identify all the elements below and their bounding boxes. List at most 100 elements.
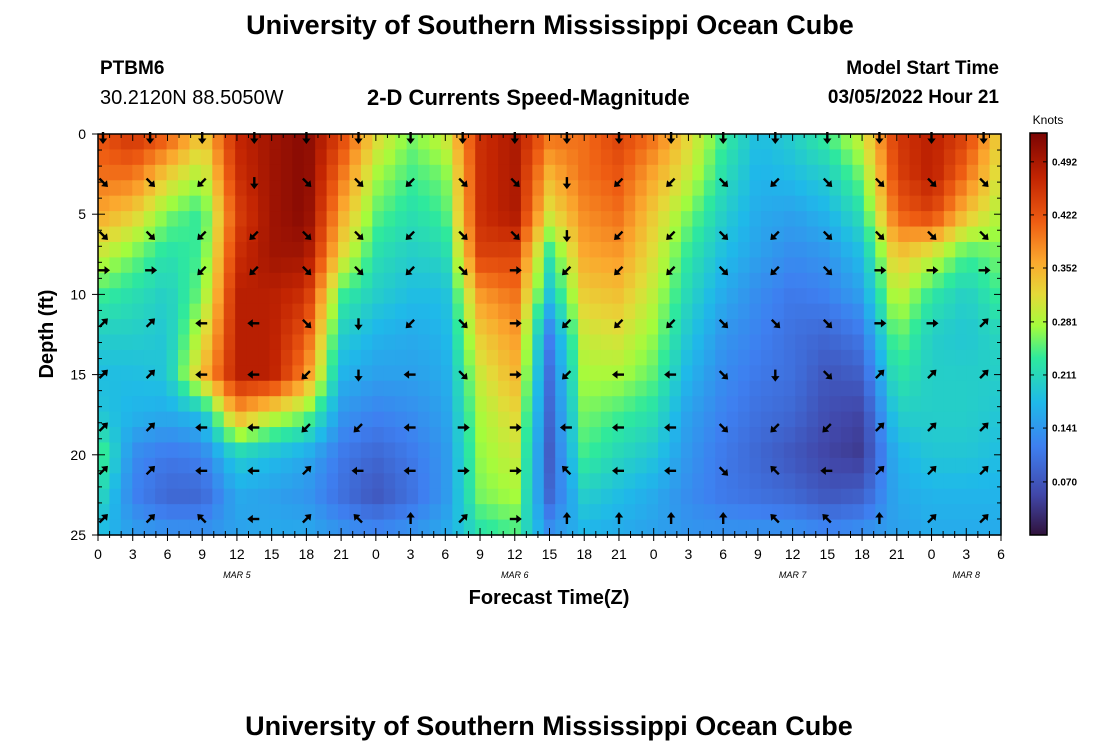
- heatmap-cell: [680, 164, 693, 181]
- heatmap-cell: [223, 334, 236, 351]
- heatmap-cell: [418, 334, 431, 351]
- heatmap-cell: [955, 504, 968, 521]
- heatmap-cell: [120, 396, 133, 413]
- heatmap-cell: [406, 411, 419, 428]
- heatmap-cell: [395, 272, 408, 289]
- heatmap-cell: [143, 272, 156, 289]
- heatmap-cell: [840, 473, 853, 490]
- heatmap-cell: [555, 488, 568, 505]
- heatmap-cell: [943, 334, 956, 351]
- heatmap-cell: [155, 473, 168, 490]
- heatmap-cell: [452, 396, 465, 413]
- heatmap-cell: [589, 380, 602, 397]
- heatmap-cell: [806, 164, 819, 181]
- date-label: MAR 7: [779, 570, 808, 580]
- heatmap-cell: [955, 241, 968, 258]
- heatmap-cell: [475, 211, 488, 228]
- heatmap-cell: [818, 411, 831, 428]
- heatmap-cell: [600, 488, 613, 505]
- heatmap-cell: [943, 411, 956, 428]
- heatmap-cell: [726, 380, 739, 397]
- heatmap-cell: [909, 241, 922, 258]
- heatmap-cell: [726, 488, 739, 505]
- heatmap-cell: [726, 288, 739, 305]
- heatmap-cell: [98, 488, 111, 505]
- heatmap-cell: [109, 319, 122, 336]
- heatmap-cell: [200, 288, 213, 305]
- heatmap-cell: [795, 396, 808, 413]
- heatmap-cell: [703, 442, 716, 459]
- heatmap-cell: [109, 365, 122, 382]
- heatmap-cell: [703, 457, 716, 474]
- heatmap-cell: [738, 365, 751, 382]
- heatmap-cell: [863, 288, 876, 305]
- heatmap-cell: [178, 427, 191, 444]
- heatmap-cell: [966, 164, 979, 181]
- heatmap-cell: [372, 519, 385, 536]
- heatmap-cell: [452, 211, 465, 228]
- heatmap-cell: [863, 396, 876, 413]
- heatmap-cell: [600, 349, 613, 366]
- heatmap-cell: [509, 334, 522, 351]
- heatmap-cell: [235, 319, 248, 336]
- heatmap-cell: [200, 334, 213, 351]
- heatmap-cell: [623, 226, 636, 243]
- heatmap-cell: [806, 504, 819, 521]
- heatmap-cell: [372, 241, 385, 258]
- heatmap-cell: [338, 488, 351, 505]
- heatmap-cell: [132, 365, 145, 382]
- heatmap-cell: [555, 396, 568, 413]
- heatmap-cell: [395, 180, 408, 197]
- heatmap-cell: [749, 504, 762, 521]
- heatmap-cell: [852, 180, 865, 197]
- heatmap-cell: [280, 442, 293, 459]
- heatmap-cell: [726, 504, 739, 521]
- heatmap-cell: [692, 164, 705, 181]
- heatmap-cell: [692, 303, 705, 320]
- heatmap-cell: [966, 211, 979, 228]
- heatmap-cell: [258, 149, 271, 166]
- heatmap-cell: [818, 349, 831, 366]
- heatmap-cell: [818, 380, 831, 397]
- heatmap-cell: [566, 519, 579, 536]
- heatmap-cell: [223, 272, 236, 289]
- heatmap-cell: [475, 303, 488, 320]
- heatmap-cell: [452, 195, 465, 212]
- heatmap-cell: [566, 473, 579, 490]
- heatmap-cell: [966, 473, 979, 490]
- x-tick-label: 21: [333, 546, 349, 562]
- heatmap-cell: [898, 396, 911, 413]
- heatmap-cell: [132, 457, 145, 474]
- heatmap-cell: [840, 226, 853, 243]
- heatmap-cell: [989, 195, 1002, 212]
- current-arrow: [98, 465, 108, 476]
- heatmap-cell: [360, 334, 373, 351]
- heatmap-cell: [943, 164, 956, 181]
- heatmap-cell: [749, 180, 762, 197]
- heatmap-cell: [932, 164, 945, 181]
- heatmap-cell: [418, 134, 431, 151]
- heatmap-cell: [829, 164, 842, 181]
- heatmap-cell: [269, 442, 282, 459]
- heatmap-cell: [886, 457, 899, 474]
- heatmap-cell: [738, 257, 751, 274]
- heatmap-cell: [543, 226, 556, 243]
- heatmap-cell: [509, 272, 522, 289]
- heatmap-cell: [635, 442, 648, 459]
- heatmap-cell: [143, 334, 156, 351]
- heatmap-cell: [498, 226, 511, 243]
- current-arrow: [666, 177, 676, 188]
- heatmap-cell: [646, 349, 659, 366]
- heatmap-cell: [223, 473, 236, 490]
- heatmap-cell: [338, 319, 351, 336]
- heatmap-cell: [818, 303, 831, 320]
- heatmap-cell: [189, 241, 202, 258]
- heatmap-cell: [566, 149, 579, 166]
- chart-title: University of Southern Mississippi Ocean…: [246, 10, 854, 40]
- heatmap-cell: [978, 241, 991, 258]
- heatmap-cell: [440, 365, 453, 382]
- current-arrow: [145, 422, 156, 432]
- heatmap-cell: [486, 164, 499, 181]
- heatmap-cell: [200, 473, 213, 490]
- heatmap-cell: [475, 334, 488, 351]
